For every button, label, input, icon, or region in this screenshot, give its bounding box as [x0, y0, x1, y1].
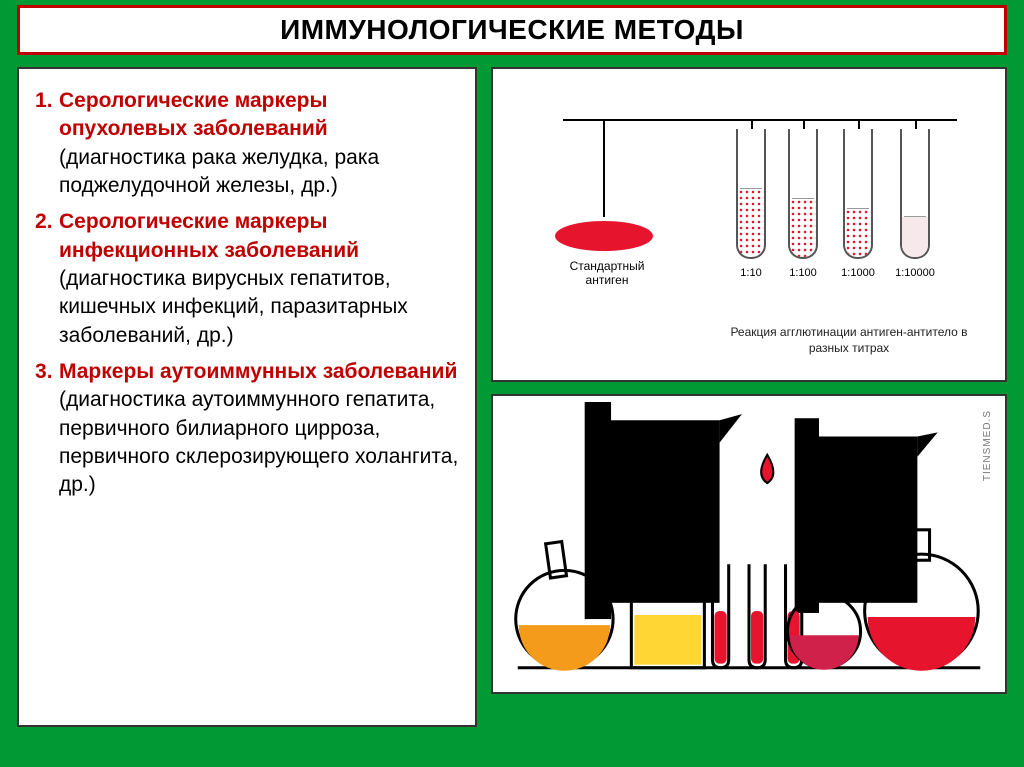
list-item-3-bold: Маркеры аутоиммунных заболеваний: [59, 360, 457, 383]
rack-drop-line: [803, 119, 805, 129]
rack-drop-line: [915, 119, 917, 129]
list-item-3: Маркеры аутоиммунных заболеваний (диагно…: [35, 358, 459, 500]
signature: TIENSMED.S: [982, 410, 993, 481]
rack-drop-line: [858, 119, 860, 129]
level-line: [792, 198, 814, 200]
tube-liquid: [738, 189, 764, 257]
tube-liquid: [902, 217, 928, 257]
diagram-caption: Реакция агглютинации антиген-антитело в …: [723, 324, 975, 356]
text-panel: Серологические маркеры опухолевых заболе…: [17, 67, 477, 727]
test-tube: [843, 129, 873, 259]
rack-line: [563, 119, 957, 121]
list-item-2-rest: (диагностика вирусных гепатитов, кишечны…: [59, 267, 408, 347]
diagram-column: Стандартный антиген Реакция агглютинации…: [491, 67, 1007, 727]
glassware-panel: TIENSMED.S: [491, 394, 1007, 694]
tube-liquid: [845, 209, 871, 257]
dish-label: Стандартный антиген: [547, 259, 667, 287]
list-item-2: Серологические маркеры инфекционных забо…: [35, 208, 459, 350]
antigen-dish: [555, 221, 653, 251]
list-item-1: Серологические маркеры опухолевых заболе…: [35, 87, 459, 200]
slide-title: ИММУНОЛОГИЧЕСКИЕ МЕТОДЫ: [20, 14, 1004, 46]
test-tube: [900, 129, 930, 259]
test-tube: [736, 129, 766, 259]
tube-label: 1:100: [773, 267, 833, 279]
slide-container: ИММУНОЛОГИЧЕСКИЕ МЕТОДЫ Серологические м…: [5, 5, 1019, 764]
tube-liquid: [790, 199, 816, 257]
list-item-1-rest: (диагностика рака желудка, рака поджелуд…: [59, 146, 379, 197]
level-line: [740, 188, 762, 190]
tube-label: 1:10000: [885, 267, 945, 279]
list-item-3-rest: (диагностика аутоиммунного гепатита, пер…: [59, 388, 458, 496]
list-item-1-bold: Серологические маркеры опухолевых заболе…: [59, 89, 328, 140]
list-item-2-bold: Серологические маркеры инфекционных забо…: [59, 210, 359, 261]
test-tube: [788, 129, 818, 259]
rack-drop-line: [751, 119, 753, 129]
tube-label: 1:1000: [828, 267, 888, 279]
level-line: [847, 208, 869, 210]
tube-diagram-panel: Стандартный антиген Реакция агглютинации…: [491, 67, 1007, 382]
level-line: [904, 216, 926, 218]
glassware-art: TIENSMED.S: [499, 402, 999, 686]
tube-label: 1:10: [721, 267, 781, 279]
title-bar: ИММУНОЛОГИЧЕСКИЕ МЕТОДЫ: [17, 5, 1007, 55]
method-list: Серологические маркеры опухолевых заболе…: [35, 87, 459, 500]
glassware-svg: [499, 402, 999, 686]
rack-drop-line: [603, 119, 605, 217]
content-row: Серологические маркеры опухолевых заболе…: [5, 67, 1019, 727]
tube-diagram: Стандартный антиген Реакция агглютинации…: [493, 69, 1005, 380]
